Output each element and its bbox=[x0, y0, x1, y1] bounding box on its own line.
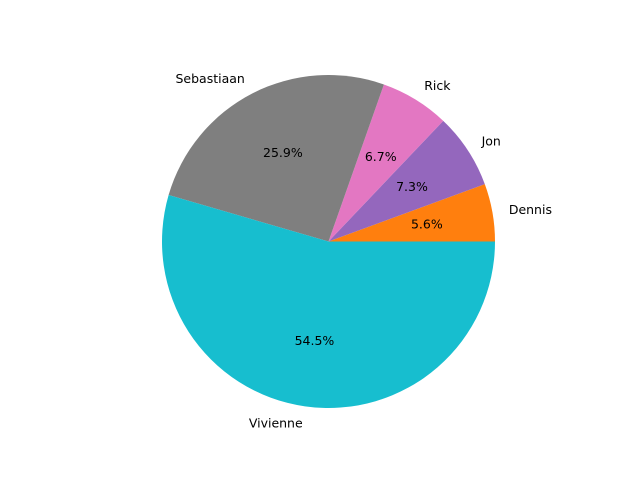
slice-pct-sebastiaan: 25.9% bbox=[263, 145, 303, 160]
slice-pct-vivienne: 54.5% bbox=[295, 333, 335, 348]
slice-label-rick: Rick bbox=[424, 78, 451, 93]
pie-slice-dennis bbox=[328, 184, 496, 242]
slices-layer bbox=[162, 75, 496, 408]
slice-label-vivienne: Vivienne bbox=[249, 415, 303, 430]
pie-slice-rick bbox=[328, 84, 444, 242]
pie-slice-jon bbox=[328, 120, 485, 242]
slice-label-jon: Jon bbox=[481, 133, 501, 148]
slice-pct-jon: 7.3% bbox=[396, 179, 428, 194]
slice-label-dennis: Dennis bbox=[509, 202, 552, 217]
slice-label-sebastiaan: Sebastiaan bbox=[175, 71, 244, 86]
labels-layer: Dennis 5.6% Jon 7.3% Rick 6.7% Sebastiaan 25.9%… bbox=[175, 71, 551, 430]
pie-slice-sebastiaan bbox=[168, 75, 384, 242]
slice-pct-dennis: 5.6% bbox=[411, 217, 443, 232]
pie-slice-vivienne bbox=[162, 195, 496, 408]
slice-pct-rick: 6.7% bbox=[365, 149, 397, 164]
